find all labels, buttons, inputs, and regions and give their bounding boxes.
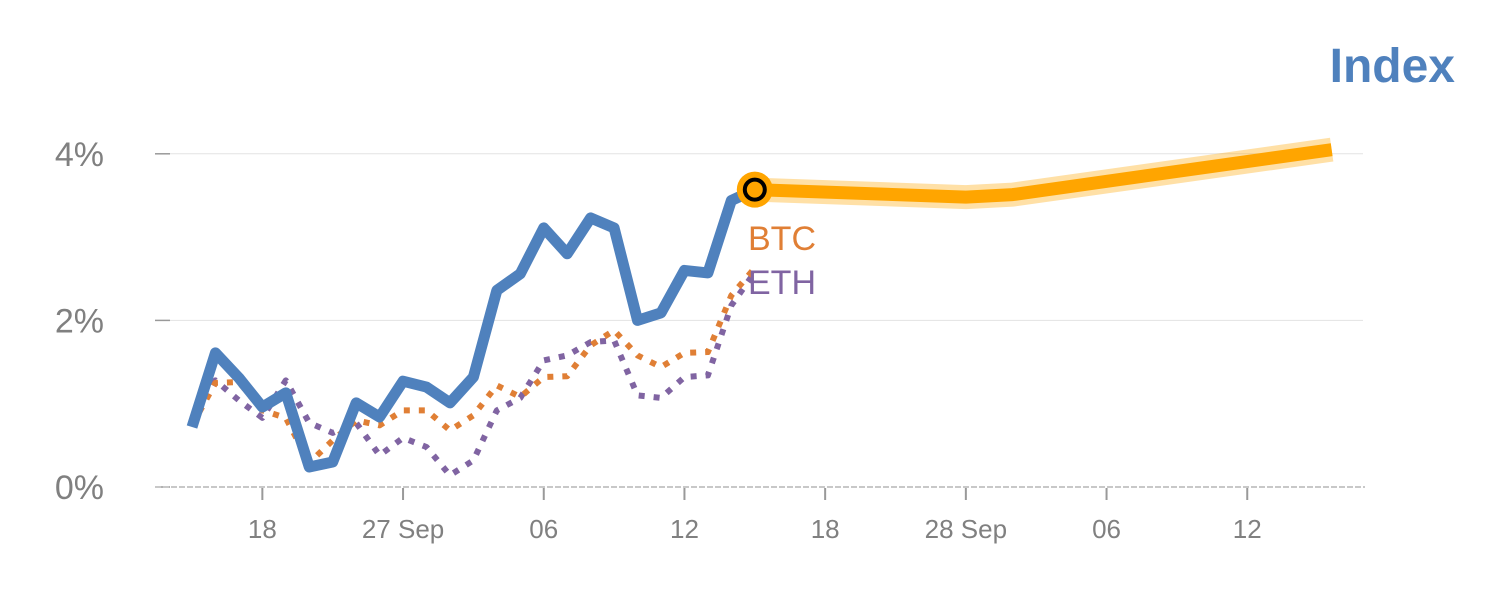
forecast-line <box>754 143 1333 204</box>
series-group <box>186 137 1334 479</box>
current-point-marker <box>736 171 773 208</box>
series-label-eth: ETH <box>748 264 816 302</box>
grid-lines <box>170 153 1363 321</box>
x-tick-label: 12 <box>1233 514 1262 544</box>
chart-title: Index <box>1330 40 1456 93</box>
series-label-btc: BTC <box>748 220 816 258</box>
x-tick-label: 12 <box>670 514 699 544</box>
y-tick-label: 0% <box>55 469 104 507</box>
x-tick-label: 06 <box>1092 514 1121 544</box>
y-tick-label: 2% <box>55 302 104 340</box>
current-point-ring <box>742 177 767 202</box>
y-tick-label: 4% <box>55 136 104 174</box>
x-tick-label: 27 Sep <box>362 514 444 544</box>
x-tick-label: 06 <box>529 514 558 544</box>
axes: 0% 2% 4% 18 27 Sep 06 12 18 28 Sep 06 12 <box>55 136 1365 544</box>
series-line-eth <box>189 270 758 479</box>
series-line-index <box>186 184 758 473</box>
x-tick-label: 28 Sep <box>925 514 1007 544</box>
x-tick-label: 18 <box>811 514 840 544</box>
x-tick-label: 18 <box>248 514 277 544</box>
